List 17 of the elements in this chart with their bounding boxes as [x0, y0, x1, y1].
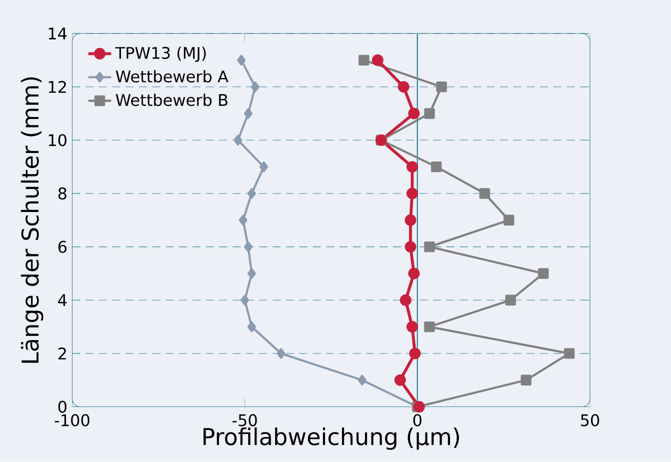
- x-axis-title: Profilabweichung (µm): [204, 428, 459, 450]
- legend-label: Wettbewerb A: [116, 70, 228, 83]
- y-tick-label: 8: [58, 187, 66, 200]
- x-tick-label: -100: [54, 414, 90, 426]
- y-tick-label: 4: [58, 294, 67, 306]
- y-tick-label: 2: [58, 348, 66, 360]
- y-tick-label: 6: [58, 240, 67, 253]
- x-tick-label: 0: [413, 414, 422, 426]
- x-tick-label: 50: [581, 414, 600, 426]
- x-tick-label: -50: [232, 414, 257, 426]
- y-tick-label: 12: [48, 80, 66, 93]
- legend-label: TPW13 (MJ): [115, 46, 206, 62]
- y-tick-label: 0: [58, 400, 66, 413]
- y-tick-label: 14: [48, 28, 67, 40]
- legend-label: Wettbewerb B: [116, 94, 228, 106]
- y-tick-label: 10: [48, 134, 66, 146]
- y-axis-title: Länge der Schulter (mm): [20, 77, 44, 363]
